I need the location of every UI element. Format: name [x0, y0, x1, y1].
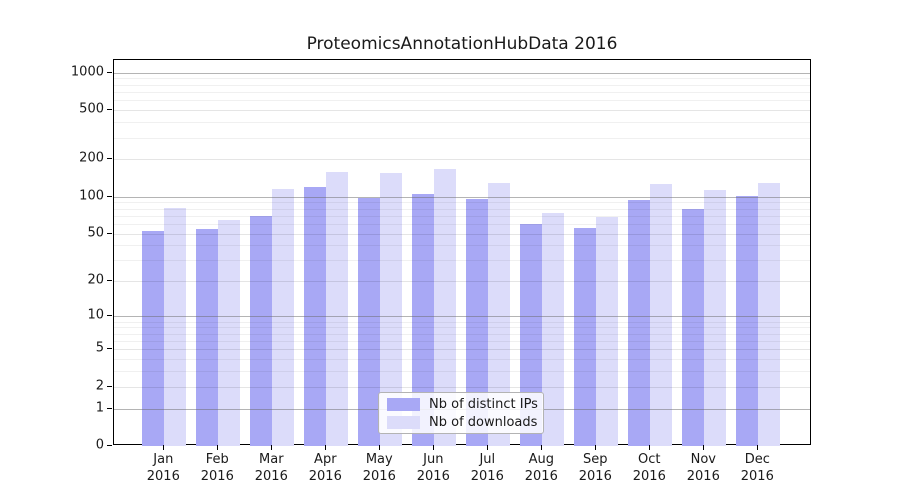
y-tick-50	[107, 232, 112, 234]
y-tick-0	[107, 445, 112, 446]
x-tick-label-jun: Jun 2016	[416, 452, 450, 484]
bar-distinct-ips-sep	[574, 228, 597, 446]
x-tick-label-oct: Oct 2016	[632, 452, 666, 484]
y-tick-20	[107, 280, 112, 282]
bar-distinct-ips-aug	[520, 223, 543, 446]
bar-downloads-apr	[326, 171, 349, 446]
y-tick-label-2: 2	[95, 378, 104, 394]
x-tick-sep	[595, 445, 597, 450]
bar-distinct-ips-jul	[466, 199, 489, 446]
bar-distinct-ips-mar	[250, 215, 273, 446]
bar-downloads-may	[380, 172, 403, 446]
y-tick-2	[107, 385, 112, 387]
x-tick-label-jan: Jan 2016	[146, 452, 180, 484]
x-tick-feb	[217, 445, 219, 450]
x-tick-label-nov: Nov 2016	[686, 452, 720, 484]
legend-entry-distinct-ips: Nb of distinct IPs	[387, 396, 538, 412]
bar-downloads-nov	[704, 190, 727, 446]
plot-area	[113, 59, 811, 446]
x-tick-nov	[703, 445, 705, 450]
x-tick-aug	[541, 445, 543, 450]
bar-downloads-oct	[650, 183, 673, 446]
x-tick-label-jul: Jul 2016	[470, 452, 504, 484]
x-tick-jun	[433, 445, 435, 450]
bar-distinct-ips-may	[358, 198, 381, 446]
bar-distinct-ips-oct	[628, 199, 651, 446]
legend-entry-downloads: Nb of downloads	[387, 414, 538, 430]
legend-label-distinct-ips: Nb of distinct IPs	[429, 396, 538, 412]
bar-distinct-ips-dec	[736, 196, 759, 446]
y-tick-5	[107, 348, 112, 350]
bar-distinct-ips-feb	[196, 229, 219, 446]
y-tick-label-200: 200	[79, 150, 104, 166]
x-tick-may	[379, 445, 381, 450]
y-tick-label-500: 500	[79, 101, 104, 117]
y-tick-label-20: 20	[87, 272, 104, 288]
x-tick-label-dec: Dec 2016	[740, 452, 774, 484]
x-tick-label-sep: Sep 2016	[578, 452, 612, 484]
bar-distinct-ips-nov	[682, 209, 705, 446]
bar-distinct-ips-jan	[142, 231, 165, 446]
x-tick-oct	[649, 445, 651, 450]
y-tick-label-1000: 1000	[70, 64, 104, 80]
x-tick-label-may: May 2016	[362, 452, 396, 484]
x-tick-jan	[163, 445, 165, 450]
y-tick-10	[107, 315, 112, 317]
bar-downloads-jul	[488, 182, 511, 446]
bar-downloads-jun	[434, 169, 457, 446]
y-tick-label-100: 100	[79, 188, 104, 204]
bar-downloads-mar	[272, 188, 295, 446]
y-tick-label-5: 5	[95, 340, 104, 356]
x-tick-label-mar: Mar 2016	[254, 452, 288, 484]
bar-downloads-aug	[542, 213, 565, 446]
legend-label-downloads: Nb of downloads	[429, 414, 538, 430]
y-tick-200	[107, 158, 112, 160]
bars-layer	[114, 60, 810, 446]
x-tick-label-feb: Feb 2016	[200, 452, 234, 484]
x-tick-label-aug: Aug 2016	[524, 452, 558, 484]
legend-swatch-distinct-ips	[387, 397, 420, 411]
bar-downloads-sep	[596, 217, 619, 446]
bar-distinct-ips-apr	[304, 186, 327, 446]
y-tick-100	[107, 195, 112, 197]
y-tick-1	[107, 407, 112, 409]
legend-swatch-downloads	[387, 415, 420, 429]
bar-downloads-feb	[218, 219, 241, 446]
x-tick-label-apr: Apr 2016	[308, 452, 342, 484]
bar-distinct-ips-jun	[412, 194, 435, 446]
x-tick-dec	[757, 445, 759, 450]
bar-downloads-jan	[164, 207, 187, 446]
x-tick-apr	[325, 445, 327, 450]
x-tick-jul	[487, 445, 489, 450]
y-tick-label-50: 50	[87, 225, 104, 241]
y-tick-500	[107, 109, 112, 111]
y-tick-label-1: 1	[95, 400, 104, 416]
y-tick-1000	[107, 71, 112, 73]
y-tick-label-10: 10	[87, 307, 104, 323]
legend: Nb of distinct IPs Nb of downloads	[378, 392, 544, 434]
y-tick-label-0: 0	[95, 437, 104, 453]
bar-downloads-dec	[758, 182, 781, 446]
chart-title: ProteomicsAnnotationHubData 2016	[306, 34, 618, 54]
x-tick-mar	[271, 445, 273, 450]
